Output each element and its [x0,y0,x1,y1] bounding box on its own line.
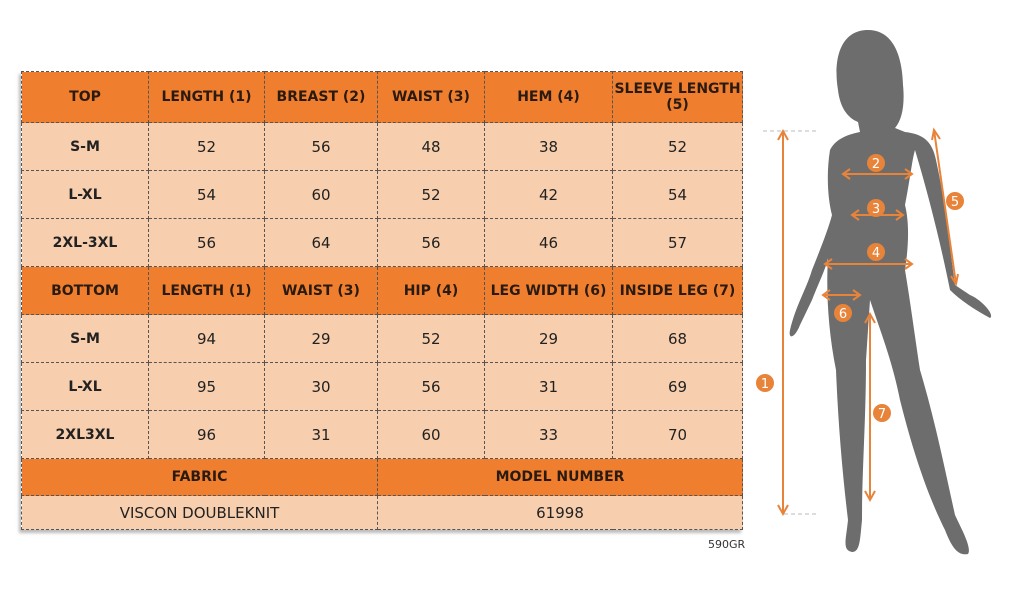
header-row: BOTTOM LENGTH (1) WAIST (3) HIP (4) LEG WIDT… [21,266,743,315]
size-label: 2XL-3XL [21,218,149,267]
measurement-cell: 56 [377,362,485,411]
column-header: WAIST (3) [264,266,378,315]
table-row: S-M 94 29 52 29 68 [21,314,743,363]
table-row: 2XL-3XL 56 64 56 46 57 [21,218,743,267]
measurement-cell: 56 [264,122,378,171]
measurement-cell: 52 [377,314,485,363]
measurement-cell: 69 [612,362,743,411]
measurement-cell: 57 [612,218,743,267]
column-header: WAIST (3) [377,71,485,123]
marker-circle [946,192,964,210]
size-label: L-XL [21,170,149,219]
column-header: SLEEVE LENGTH (5) [612,71,743,123]
column-header: LEG WIDTH (6) [484,266,613,315]
table-row: L-XL 54 60 52 42 54 [21,170,743,219]
measurement-cell: 33 [484,410,613,459]
marker-number: 5 [951,195,959,210]
measurement-cell: 70 [612,410,743,459]
measurement-cell: 96 [148,410,265,459]
measurement-cell: 30 [264,362,378,411]
measurement-cell: 46 [484,218,613,267]
silhouette [789,30,992,555]
column-header: BOTTOM [21,266,149,315]
measurement-cell: 31 [264,410,378,459]
column-header: TOP [21,71,149,123]
size-label: S-M [21,122,149,171]
marker-number: 4 [872,246,880,261]
column-header: HIP (4) [377,266,485,315]
marker-number: 7 [878,407,886,422]
table-row: S-M 52 56 48 38 52 [21,122,743,171]
model-value: 61998 [377,495,743,530]
measurement-cell: 42 [484,170,613,219]
marker-number: 3 [872,202,880,217]
marker-circle [867,199,885,217]
measurement-cell: 38 [484,122,613,171]
measurement-cell: 64 [264,218,378,267]
column-header: LENGTH (1) [148,266,265,315]
column-header: HEM (4) [484,71,613,123]
header-row: TOP LENGTH (1) BREAST (2) WAIST (3) HEM (4) S… [21,71,743,123]
table-row: 2XL3XL 96 31 60 33 70 [21,410,743,459]
fabric-label: FABRIC [21,458,378,496]
measurement-cell: 29 [264,314,378,363]
marker-number: 1 [761,377,769,392]
model-label: MODEL NUMBER [377,458,743,496]
measurement-cell: 48 [377,122,485,171]
marker-circle [867,154,885,172]
product-code: 590GR [708,538,746,551]
measurement-cell: 56 [377,218,485,267]
measurement-cell: 60 [377,410,485,459]
size-chart-table: TOP LENGTH (1) BREAST (2) WAIST (3) HEM (4) S… [21,71,743,530]
marker-circle [867,243,885,261]
measurement-cell: 52 [377,170,485,219]
marker-circle [834,304,852,322]
marker-number: 2 [872,157,880,172]
measurement-cell: 54 [612,170,743,219]
measurement-cell: 52 [148,122,265,171]
marker-circle [756,374,774,392]
measurement-cell: 68 [612,314,743,363]
size-label: L-XL [21,362,149,411]
fabric-value: VISCON DOUBLEKNIT [21,495,378,530]
measurement-cell: 94 [148,314,265,363]
measurement-cell: 95 [148,362,265,411]
measurement-cell: 56 [148,218,265,267]
marker-circle [873,404,891,422]
column-header: INSIDE LEG (7) [612,266,743,315]
size-label: S-M [21,314,149,363]
marker-number: 6 [839,307,847,322]
